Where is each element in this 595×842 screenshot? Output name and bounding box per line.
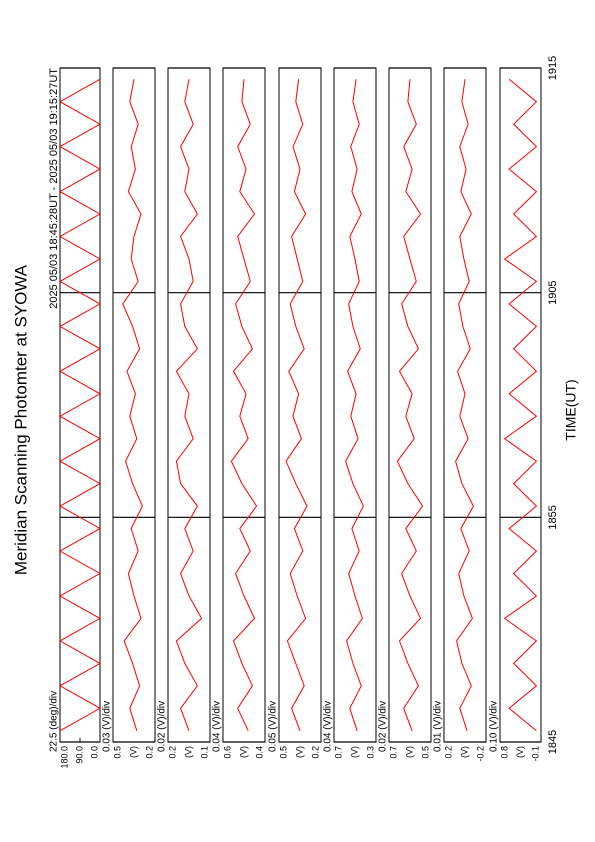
scale-label: 0.05 (V)/div xyxy=(268,701,279,752)
scale-label: 22.5 (deg)/div xyxy=(49,691,60,752)
y-tick-label: 180.0 xyxy=(59,746,69,769)
chart-subtitle: 2025 05/03 18:45:28UT - 2025 05/03 19:15… xyxy=(48,68,60,309)
y-tick-label: -0.1 xyxy=(530,746,540,762)
y-tick-label: -0.2 xyxy=(475,746,485,762)
data-line xyxy=(396,79,424,731)
y-tick-label: 0.0 xyxy=(89,746,99,759)
y-tick-label: 90.0 xyxy=(74,746,84,764)
scale-label: 0.04 (V)/div xyxy=(212,701,223,752)
y-tick-label: 0.2 xyxy=(167,746,177,759)
panel-frame xyxy=(333,67,377,743)
panel-frame xyxy=(112,67,156,743)
x-tick-label: 1905 xyxy=(547,280,559,304)
y-tick-label: 0.5 xyxy=(420,746,430,759)
data-line xyxy=(58,78,102,732)
data-line xyxy=(455,79,474,731)
y-axis-label: (V) xyxy=(459,746,469,758)
y-tick-label: 0.6 xyxy=(222,746,232,759)
y-axis-label: (V) xyxy=(515,746,525,758)
y-tick-label: 0.7 xyxy=(388,746,398,759)
x-tick-label: 1915 xyxy=(547,56,559,80)
y-tick-label: 0.2 xyxy=(144,746,154,759)
x-tick-label: 1855 xyxy=(547,505,559,529)
data-line xyxy=(503,78,538,732)
x-axis-label: TIME(UT) xyxy=(563,379,579,440)
y-tick-label: 0.5 xyxy=(112,746,122,759)
y-axis-label: (V) xyxy=(128,746,138,758)
y-tick-label: 0.5 xyxy=(278,746,288,759)
y-tick-label: 0.4 xyxy=(254,746,264,759)
scale-label: 0.10 (V)/div xyxy=(489,701,500,752)
y-axis-label: (V) xyxy=(349,746,359,758)
y-tick-label: 0.8 xyxy=(499,746,509,759)
panel-frame xyxy=(443,67,487,743)
scale-label: 0.01 (V)/div xyxy=(433,701,444,752)
data-line xyxy=(345,79,364,731)
y-tick-label: 0.1 xyxy=(199,746,209,759)
chart-title: Meridian Scanning Photomter at SYOWA xyxy=(11,264,30,575)
data-line xyxy=(122,79,143,731)
y-axis-label: (V) xyxy=(238,746,248,758)
y-axis-label: (V) xyxy=(294,746,304,758)
data-line xyxy=(175,79,203,731)
scale-label: 0.02 (V)/div xyxy=(157,701,168,752)
data-line xyxy=(285,79,308,731)
y-axis-label: (V) xyxy=(183,746,193,758)
x-tick-label: 1845 xyxy=(547,730,559,754)
y-axis-label: (V) xyxy=(404,746,414,758)
y-tick-label: 0.7 xyxy=(333,746,343,759)
y-tick-label: 0.2 xyxy=(443,746,453,759)
panel-frame xyxy=(222,67,266,743)
panel-frame xyxy=(499,67,542,743)
panel-frame xyxy=(388,67,432,743)
rotated-chart: Meridian Scanning Photomter at SYOWA 202… xyxy=(11,56,578,769)
y-tick-label: 0.3 xyxy=(365,746,375,759)
scale-label: 0.03 (V)/div xyxy=(102,701,113,752)
scale-label: 0.04 (V)/div xyxy=(323,701,334,752)
data-line xyxy=(230,79,258,732)
scale-label: 0.02 (V)/div xyxy=(378,701,389,752)
y-tick-label: 0.2 xyxy=(310,746,320,759)
